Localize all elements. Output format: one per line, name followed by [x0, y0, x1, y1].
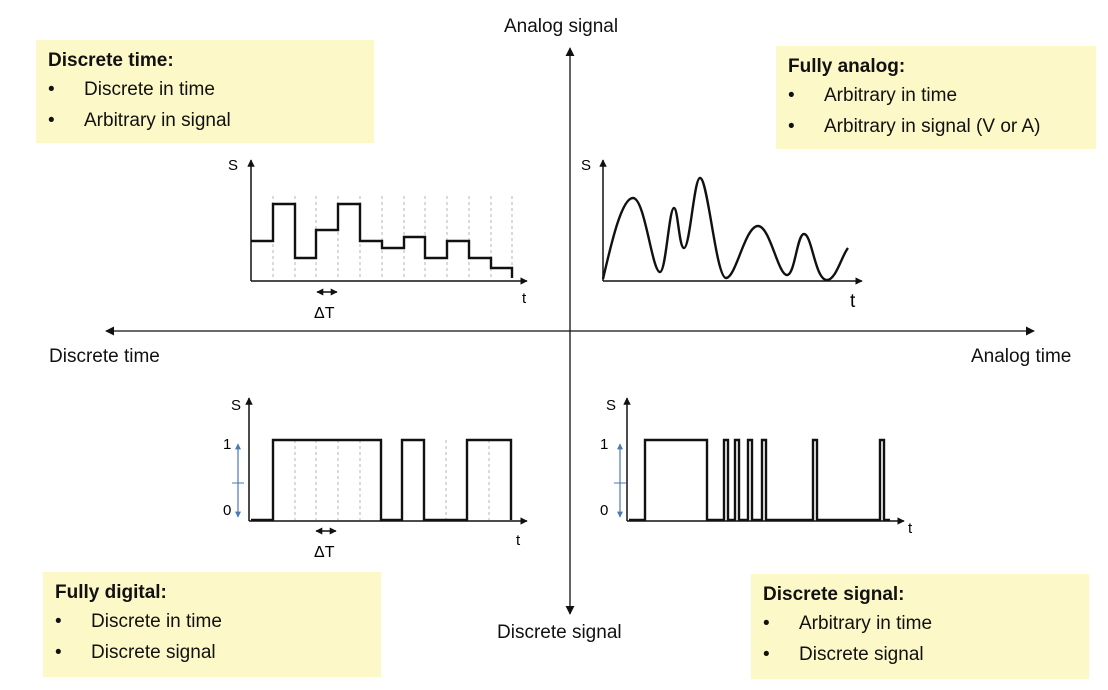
axis-label-bottom: Discrete signal	[497, 622, 622, 643]
plot-xlabel: t	[850, 291, 856, 312]
analog-signal	[601, 176, 849, 282]
axis-label-top: Analog signal	[504, 16, 619, 37]
box-fully-analog: Fully analog: Arbitrary in time Arbitrar…	[776, 46, 1096, 149]
box-item: Discrete signal	[763, 639, 1079, 670]
plot-xlabel: t	[516, 532, 521, 549]
box-item: Arbitrary in signal (V or A)	[788, 111, 1086, 142]
plot-xlabel: t	[522, 290, 527, 307]
box-fully-digital: Fully digital: Discrete in time Discrete…	[43, 572, 381, 677]
plot-discrete-time: S t ΔT	[228, 157, 528, 322]
y-low-label: 0	[223, 502, 231, 519]
box-item: Arbitrary in signal	[48, 105, 364, 136]
plot-ylabel: S	[606, 397, 616, 414]
plot-ylabel: S	[228, 157, 238, 174]
axis-label-left: Discrete time	[49, 346, 160, 367]
plot-xlabel: t	[908, 520, 913, 537]
digital-signal	[251, 438, 513, 522]
box-item: Arbitrary in time	[763, 608, 1079, 639]
box-item: Arbitrary in time	[788, 80, 1086, 111]
grid-lines	[272, 196, 513, 280]
axis-label-right: Analog time	[971, 346, 1072, 367]
box-item: Discrete signal	[55, 637, 371, 668]
grid-lines	[294, 440, 490, 520]
plot-fully-digital: S t 1 0 ΔT	[223, 397, 528, 561]
plot-ylabel: S	[581, 157, 591, 174]
y-low-label: 0	[600, 502, 608, 519]
box-discrete-time: Discrete time: Discrete in time Arbitrar…	[36, 40, 374, 143]
y-high-label: 1	[223, 436, 231, 453]
delta-t-label: ΔT	[314, 544, 335, 561]
box-title: Fully digital:	[55, 582, 167, 603]
y-high-label: 1	[600, 436, 608, 453]
box-title: Discrete signal:	[763, 584, 905, 605]
box-title: Fully analog:	[788, 56, 906, 77]
plot-ylabel: S	[231, 397, 241, 414]
box-item: Discrete in time	[55, 606, 371, 637]
box-item: Discrete in time	[48, 74, 364, 105]
pulse-signal	[629, 438, 890, 522]
delta-t-label: ΔT	[314, 305, 335, 322]
staircase-signal	[251, 202, 514, 278]
box-discrete-signal: Discrete signal: Arbitrary in time Discr…	[751, 574, 1089, 679]
plot-discrete-signal: S t 1 0	[600, 397, 913, 537]
plot-fully-analog: S t	[581, 157, 863, 312]
box-title: Discrete time:	[48, 50, 174, 71]
